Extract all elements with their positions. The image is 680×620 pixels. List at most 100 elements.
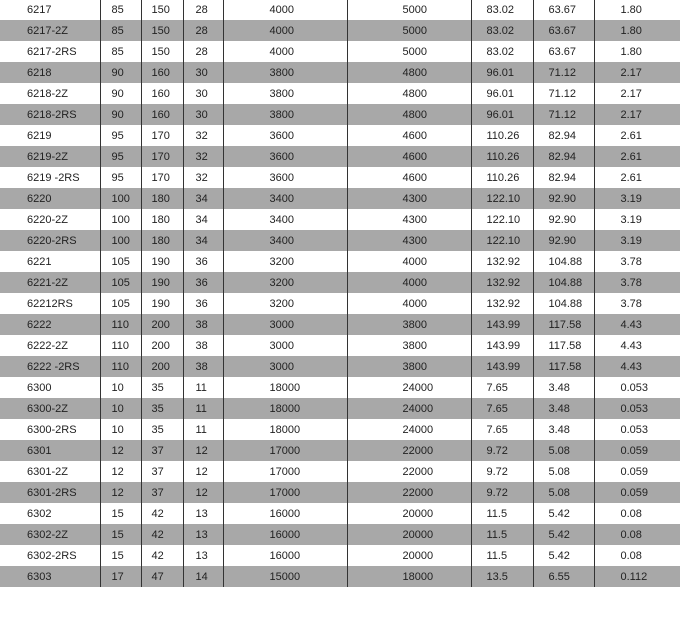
table-row: 6219 95 170 32 3600 4600 110.26 82.94 2.61 (0, 125, 680, 146)
table-cell: 100 (99, 188, 141, 209)
table-row: 6218-2Z 90 160 30 3800 4800 96.01 71.12 2.17 (0, 83, 680, 104)
table-cell: 82.94 (532, 146, 594, 167)
table-cell: 82.94 (532, 167, 594, 188)
table-cell: 9.72 (470, 482, 533, 503)
bearing-model-cell: 6222 (0, 314, 100, 335)
table-cell: 12 (99, 482, 141, 503)
bearing-model-cell: 6301 (0, 440, 100, 461)
table-cell: 0.08 (593, 503, 680, 524)
bearing-model-cell: 6218-2RS (0, 104, 100, 125)
table-cell: 90 (99, 62, 141, 83)
table-cell: 3400 (222, 209, 347, 230)
table-cell: 6.55 (532, 566, 594, 587)
table-cell: 22000 (346, 440, 471, 461)
table-cell: 37 (140, 440, 183, 461)
table-row: 6217-2RS 85 150 28 4000 5000 83.02 63.67 1.80 (0, 41, 680, 62)
table-cell: 36 (182, 293, 223, 314)
table-row: 6220-2Z 100 180 34 3400 4300 122.10 92.90 3.19 (0, 209, 680, 230)
table-cell: 12 (182, 440, 223, 461)
table-row: 6222-2Z 110 200 38 3000 3800 143.99 117.58 4.43 (0, 335, 680, 356)
table-cell: 117.58 (532, 335, 594, 356)
table-cell: 7.65 (470, 398, 533, 419)
table-cell: 95 (99, 146, 141, 167)
table-cell: 35 (140, 377, 183, 398)
table-cell: 17000 (222, 461, 347, 482)
table-cell: 3.78 (593, 251, 680, 272)
table-cell: 110 (99, 356, 141, 377)
table-cell: 170 (140, 125, 183, 146)
table-cell: 5.42 (532, 524, 594, 545)
table-cell: 0.08 (593, 545, 680, 566)
table-cell: 30 (182, 62, 223, 83)
table-cell: 12 (99, 440, 141, 461)
bearing-model-cell: 6219 (0, 125, 100, 146)
table-cell: 96.01 (470, 104, 533, 125)
table-cell: 160 (140, 62, 183, 83)
table-cell: 4000 (346, 272, 471, 293)
table-cell: 3.78 (593, 272, 680, 293)
table-cell: 95 (99, 167, 141, 188)
table-row: 6219 -2RS 95 170 32 3600 4600 110.26 82.94 2.61 (0, 167, 680, 188)
table-cell: 16000 (222, 503, 347, 524)
table-cell: 10 (99, 419, 141, 440)
table-cell: 110.26 (470, 146, 533, 167)
table-cell: 24000 (346, 398, 471, 419)
table-cell: 12 (99, 461, 141, 482)
table-cell: 4000 (346, 251, 471, 272)
table-cell: 28 (182, 20, 223, 41)
table-cell: 12 (182, 461, 223, 482)
table-cell: 38 (182, 356, 223, 377)
table-cell: 160 (140, 104, 183, 125)
table-cell: 3200 (222, 293, 347, 314)
table-cell: 13 (182, 503, 223, 524)
table-cell: 83.02 (470, 0, 533, 20)
bearing-model-cell: 6300 (0, 377, 100, 398)
table-row: 6221-2Z 105 190 36 3200 4000 132.92 104.88 3.78 (0, 272, 680, 293)
table-cell: 3.19 (593, 209, 680, 230)
table-cell: 24000 (346, 377, 471, 398)
table-cell: 71.12 (532, 62, 594, 83)
table-cell: 3800 (346, 335, 471, 356)
table-cell: 4300 (346, 188, 471, 209)
table-cell: 190 (140, 251, 183, 272)
table-cell: 5000 (346, 41, 471, 62)
bearing-model-cell: 6218 (0, 62, 100, 83)
bearing-model-cell: 6217 (0, 0, 100, 20)
table-cell: 20000 (346, 524, 471, 545)
table-cell: 36 (182, 272, 223, 293)
table-row: 6220-2RS 100 180 34 3400 4300 122.10 92.90 3.19 (0, 230, 680, 251)
table-row: 6218 90 160 30 3800 4800 96.01 71.12 2.17 (0, 62, 680, 83)
bearing-model-cell: 6222-2Z (0, 335, 100, 356)
table-cell: 117.58 (532, 314, 594, 335)
table-cell: 160 (140, 83, 183, 104)
table-cell: 143.99 (470, 314, 533, 335)
table-cell: 150 (140, 41, 183, 62)
table-cell: 3.78 (593, 293, 680, 314)
table-cell: 22000 (346, 461, 471, 482)
table-cell: 4300 (346, 209, 471, 230)
table-cell: 20000 (346, 545, 471, 566)
bearing-model-cell: 6302-2RS (0, 545, 100, 566)
table-cell: 100 (99, 209, 141, 230)
table-row: 6301-2Z 12 37 12 17000 22000 9.72 5.08 0.059 (0, 461, 680, 482)
table-cell: 2.17 (593, 62, 680, 83)
table-cell: 1.80 (593, 41, 680, 62)
table-cell: 150 (140, 20, 183, 41)
table-cell: 4000 (222, 0, 347, 20)
table-cell: 17000 (222, 482, 347, 503)
table-cell: 83.02 (470, 41, 533, 62)
table-cell: 18000 (346, 566, 471, 587)
table-cell: 2.61 (593, 167, 680, 188)
table-cell: 92.90 (532, 230, 594, 251)
table-cell: 16000 (222, 545, 347, 566)
table-cell: 35 (140, 398, 183, 419)
table-cell: 3600 (222, 167, 347, 188)
table-cell: 180 (140, 188, 183, 209)
table-cell: 30 (182, 104, 223, 125)
table-row: 6221 105 190 36 3200 4000 132.92 104.88 3.78 (0, 251, 680, 272)
bearing-model-cell: 6302 (0, 503, 100, 524)
table-cell: 105 (99, 251, 141, 272)
table-cell: 132.92 (470, 272, 533, 293)
table-cell: 63.67 (532, 41, 594, 62)
table-cell: 15 (99, 545, 141, 566)
